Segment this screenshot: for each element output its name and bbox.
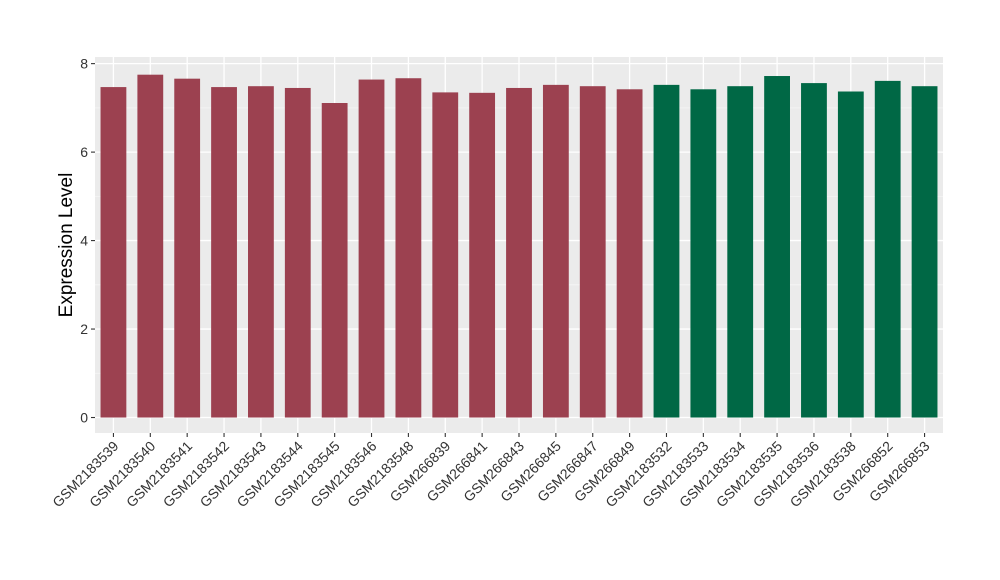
bar-GSM266847 — [579, 86, 606, 418]
bar-GSM266843 — [506, 87, 532, 418]
bar-GSM266853 — [911, 86, 938, 418]
bars — [100, 74, 938, 418]
y-axis-title: Expression Level — [56, 173, 77, 318]
bar-GSM266849 — [616, 89, 643, 418]
bar-GSM266845 — [542, 84, 569, 418]
bar-GSM2183539 — [100, 87, 127, 418]
bar-GSM2183534 — [727, 86, 754, 418]
y-tick-label: 8 — [80, 56, 88, 72]
bar-GSM2183543 — [248, 86, 274, 418]
y-tick-label: 2 — [80, 321, 88, 337]
y-axis: 0 2 4 6 8 — [80, 56, 95, 426]
bar-GSM2183536 — [801, 83, 827, 418]
bar-GSM2183540 — [137, 74, 164, 418]
bar-GSM2183546 — [358, 79, 385, 418]
bar-GSM2183532 — [653, 84, 680, 418]
bar-GSM2183545 — [321, 103, 348, 418]
bar-GSM266841 — [469, 92, 496, 418]
y-tick-label: 0 — [80, 410, 88, 426]
x-axis: GSM2183539GSM2183540GSM2183541GSM2183542… — [49, 433, 933, 510]
bar-GSM266839 — [432, 92, 459, 418]
bar-GSM2183541 — [174, 78, 201, 418]
bar-GSM2183538 — [837, 91, 864, 418]
y-tick-label: 4 — [80, 233, 88, 249]
bar-GSM2183533 — [690, 89, 717, 418]
bar-GSM2183544 — [284, 87, 311, 418]
bar-GSM2183542 — [211, 87, 237, 418]
bar-GSM2183548 — [395, 78, 422, 418]
bar-GSM266852 — [874, 80, 901, 418]
bar-GSM2183535 — [764, 76, 790, 418]
y-tick-label: 6 — [80, 144, 88, 160]
